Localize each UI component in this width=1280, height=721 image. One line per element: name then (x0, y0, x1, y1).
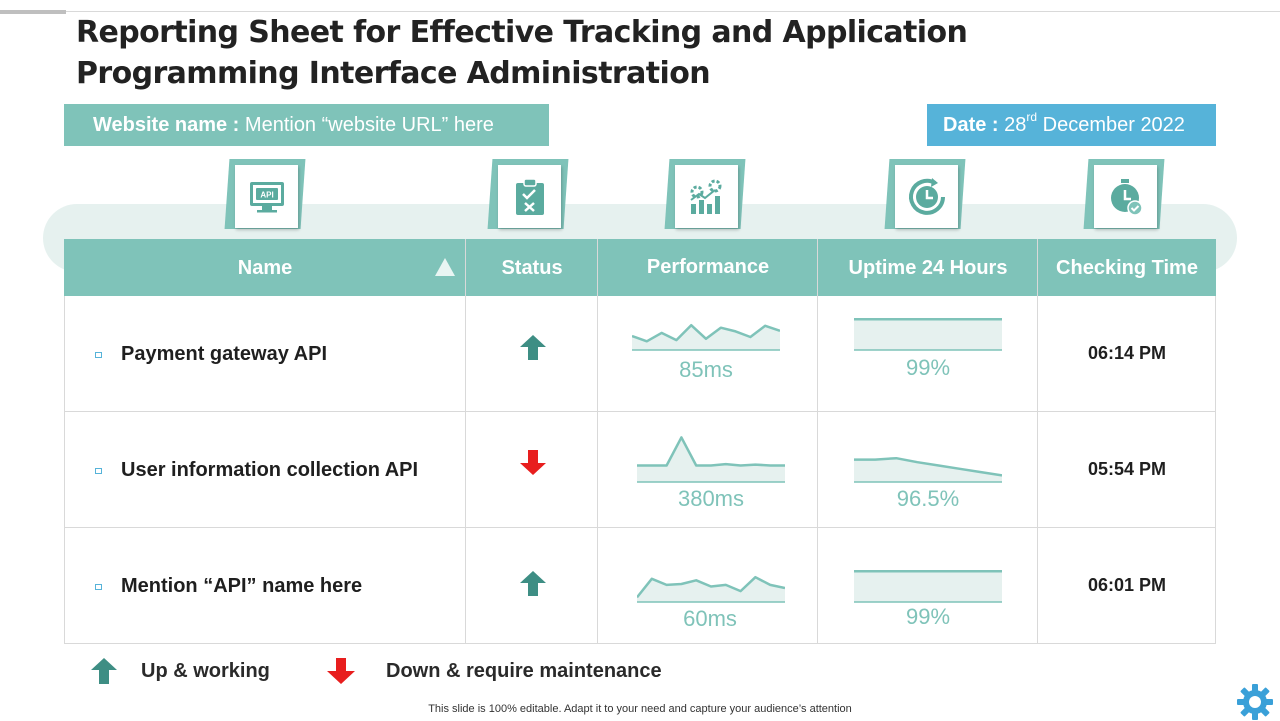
uptime-value: 99% (905, 604, 951, 629)
sparkline-area (854, 571, 1002, 602)
page-title: Reporting Sheet for Effective Tracking a… (76, 15, 968, 91)
footer-note: This slide is 100% editable. Adapt it to… (428, 703, 852, 715)
date-rest: December 2022 (1042, 114, 1185, 136)
date-pill[interactable]: Date : 28rd December 2022 (927, 104, 1216, 146)
bullet-icon (95, 584, 102, 590)
grid-line (64, 411, 1216, 412)
uptime-sparkline (854, 318, 1002, 351)
grid-line (1215, 296, 1216, 644)
sparkline-area (637, 577, 785, 602)
performance-value: 380ms (677, 486, 745, 511)
api-name: User information collection API (121, 459, 419, 481)
icon-tile-card (675, 165, 738, 228)
sparkline-line (632, 323, 780, 343)
clock-refresh-icon (908, 177, 945, 215)
table-row[interactable]: User information collection API 380ms 96… (64, 412, 1216, 528)
grid-line (817, 239, 818, 644)
performance-value: 85ms (679, 357, 733, 382)
top-rule (0, 11, 1280, 12)
sort-triangle-icon[interactable] (435, 258, 455, 276)
performance-sparkline (632, 323, 780, 351)
performance-sparkline (637, 436, 785, 483)
date-label: Date : (943, 114, 999, 136)
settings-gear-icon[interactable] (1236, 683, 1274, 721)
icon-tile-card (895, 165, 958, 228)
icon-tile-card (498, 165, 561, 228)
date-day: 28 (1004, 114, 1027, 136)
table-row[interactable]: Mention “API” name here 60ms 99% 06:01 P… (64, 528, 1216, 644)
website-value: Mention “website URL” here (244, 114, 494, 136)
clipboard-checklist-icon (515, 177, 544, 215)
checking-time: 05:54 PM (1087, 459, 1167, 479)
performance-sparkline (637, 575, 785, 603)
grid-line (64, 527, 1216, 528)
table-row[interactable]: Payment gateway API 85ms 99% 06:14 PM (64, 296, 1216, 412)
icon-tile-card: API (235, 165, 298, 228)
sparkline-line (637, 436, 785, 467)
bullet-icon (95, 468, 102, 474)
uptime-sparkline (854, 570, 1002, 603)
status-column-icon-tile (487, 159, 569, 235)
sparkline-line (637, 575, 785, 599)
website-name-pill[interactable]: Website name : Mention “website URL” her… (64, 104, 549, 146)
api-monitor-icon: API (249, 181, 284, 212)
api-name: Payment gateway API (121, 343, 328, 365)
uptime-column-icon-tile (884, 159, 966, 235)
icon-tile-card (1094, 165, 1157, 228)
header-performance[interactable]: Performance (646, 256, 770, 278)
date-suffix: rd (1026, 110, 1038, 125)
performance-value: 60ms (683, 606, 737, 631)
header-name[interactable]: Name (237, 257, 293, 279)
uptime-sparkline (854, 456, 1002, 483)
checking-time-column-icon-tile (1083, 159, 1165, 235)
grid-line (465, 239, 466, 644)
grid-line (64, 296, 65, 644)
grid-line (64, 643, 1216, 644)
status-up-arrow-icon (520, 571, 546, 596)
name-column-icon-tile: API (224, 159, 306, 235)
grid-line (597, 239, 598, 644)
stopwatch-check-icon (1110, 178, 1143, 216)
top-rule-accent (0, 10, 66, 14)
sparkline-area (854, 458, 1002, 482)
legend-up-label: Up & working (141, 660, 270, 682)
sparkline-area (632, 325, 780, 350)
grid-line (1037, 239, 1038, 644)
table-header: Name Status Performance Uptime 24 Hours … (64, 239, 1216, 296)
sparkline-area (637, 437, 785, 482)
legend-down-arrow-icon (327, 658, 355, 684)
website-label: Website name : (93, 114, 240, 136)
performance-column-icon-tile (664, 159, 746, 235)
status-up-arrow-icon (520, 335, 546, 360)
legend-down-label: Down & require maintenance (386, 660, 662, 682)
legend-up-arrow-icon (91, 658, 117, 684)
checking-time: 06:01 PM (1087, 575, 1167, 595)
sparkline-line (854, 456, 1002, 477)
header-uptime[interactable]: Uptime 24 Hours (848, 257, 1008, 279)
sparkline-area (854, 319, 1002, 350)
status-down-arrow-icon (520, 450, 546, 475)
performance-chart-gears-icon (689, 179, 721, 214)
header-status[interactable]: Status (501, 257, 563, 279)
api-icon-text: API (260, 190, 273, 199)
uptime-value: 99% (905, 355, 951, 380)
api-name: Mention “API” name here (121, 575, 363, 597)
uptime-value: 96.5% (896, 486, 960, 511)
checking-time: 06:14 PM (1087, 343, 1167, 363)
header-checking-time[interactable]: Checking Time (1056, 257, 1198, 279)
bullet-icon (95, 352, 102, 358)
